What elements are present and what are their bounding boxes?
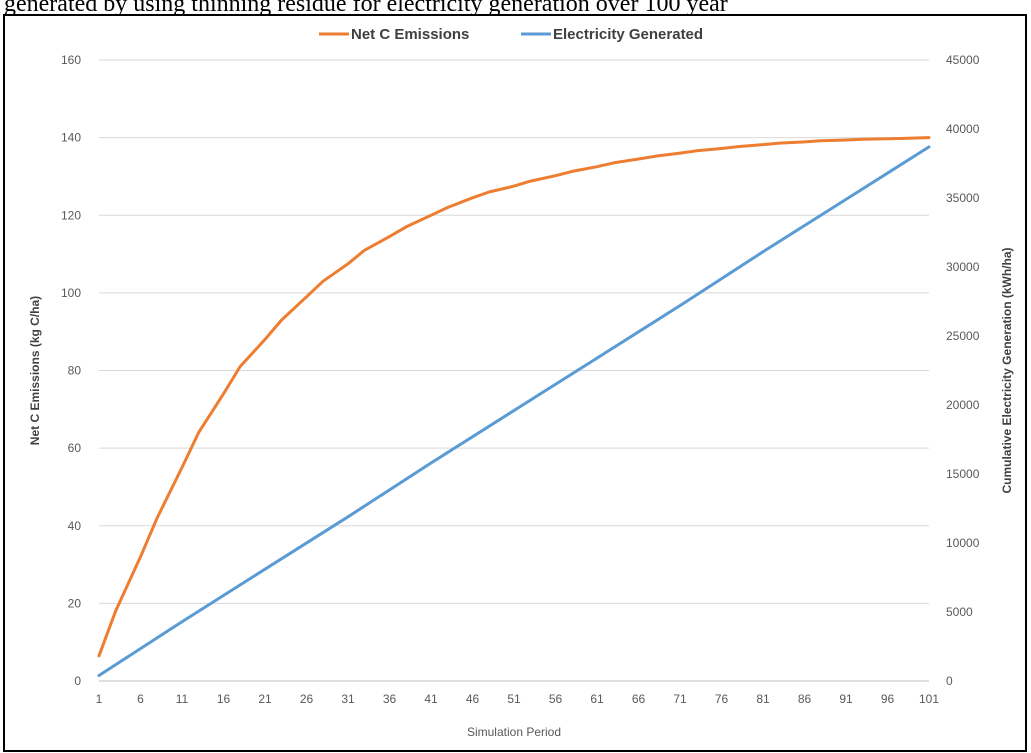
y-right-tick-label: 15000 [946,467,980,481]
x-tick-label: 66 [632,692,646,706]
x-tick-label: 81 [756,692,770,706]
x-tick-label: 61 [590,692,604,706]
y-left-tick-label: 160 [61,53,81,67]
y-right-tick-label: 10000 [946,536,980,550]
gridlines [99,59,929,682]
y-right-tick-label: 35000 [946,191,980,205]
series-lines [97,136,931,677]
x-tick-label: 46 [466,692,480,706]
y-axis-left-title: Net C Emissions (kg C/ha) [28,296,42,445]
x-tick-label: 76 [715,692,729,706]
x-axis-ticks: 1 6 11 16 21 26 31 36 41 46 51 56 61 66 71 76 81 86 91 96 10… [96,692,940,706]
x-tick-label: 11 [176,692,189,706]
y-right-tick-label: 45000 [946,53,980,67]
x-tick-label: 21 [258,692,272,706]
y-left-tick-label: 120 [61,208,81,222]
legend-label: Electricity Generated [553,26,703,43]
y-left-tick-label: 0 [74,674,81,688]
chart-frame: 0 20 40 60 80 100 120 140 160 0 5000 10000 15000 200… [3,14,1027,752]
left-axis-ticks: 0 20 40 60 80 100 120 140 160 [61,53,81,688]
y-left-tick-label: 140 [61,131,81,145]
legend: Net C Emissions Electricity Generated [319,26,703,43]
y-right-tick-label: 40000 [946,122,980,136]
y-left-tick-label: 80 [68,364,82,378]
x-tick-label: 6 [137,692,144,706]
y-left-tick-label: 60 [68,441,82,455]
x-tick-label: 36 [383,692,397,706]
y-right-tick-label: 5000 [946,605,973,619]
y-left-tick-label: 40 [68,519,82,533]
y-left-tick-label: 100 [61,286,81,300]
x-tick-label: 91 [839,692,853,706]
x-tick-label: 1 [96,692,103,706]
chart: 0 20 40 60 80 100 120 140 160 0 5000 10000 15000 200… [28,26,1014,739]
series-line-electricity-generated [97,145,931,677]
y-right-tick-label: 0 [946,674,953,688]
x-tick-label: 51 [507,692,521,706]
y-right-tick-label: 30000 [946,260,980,274]
legend-label: Net C Emissions [351,26,469,43]
x-tick-label: 101 [919,692,939,706]
x-tick-label: 41 [424,692,438,706]
x-tick-label: 31 [341,692,355,706]
series-line-net-c-emissions [97,136,931,658]
x-axis-title: Simulation Period [467,725,561,739]
x-tick-label: 26 [300,692,314,706]
y-right-tick-label: 20000 [946,398,980,412]
x-tick-label: 96 [881,692,895,706]
x-tick-label: 56 [549,692,563,706]
page-caption: generated by using thinning residue for … [4,0,728,17]
y-axis-right-title: Cumulative Electricity Generation (kWh/h… [1000,247,1014,493]
x-tick-label: 86 [798,692,812,706]
right-axis-ticks: 0 5000 10000 15000 20000 25000 30000 35000 40000… [946,53,980,688]
y-left-tick-label: 20 [68,596,82,610]
x-tick-label: 71 [673,692,687,706]
x-tick-label: 16 [217,692,231,706]
y-right-tick-label: 25000 [946,329,980,343]
